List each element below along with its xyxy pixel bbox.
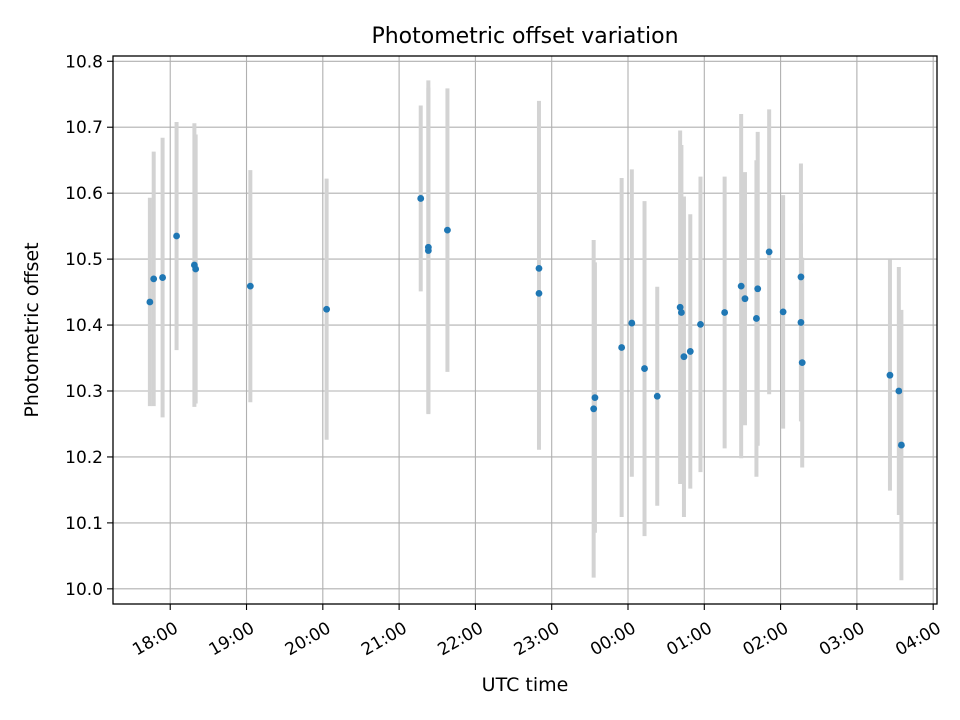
grid-lines — [113, 56, 937, 604]
y-tick-label: 10.0 — [65, 580, 103, 600]
data-point — [886, 371, 894, 379]
data-point — [765, 248, 773, 256]
y-tick-label: 10.2 — [65, 448, 103, 468]
data-point — [798, 359, 806, 367]
y-tick-label: 10.3 — [65, 382, 103, 402]
data-point — [535, 264, 543, 272]
data-point — [680, 353, 688, 361]
data-point — [591, 394, 599, 401]
data-point — [754, 285, 762, 293]
data-point — [797, 319, 805, 326]
data-point — [895, 387, 903, 395]
y-tick-label: 10.1 — [65, 514, 103, 534]
x-axis-label: UTC time — [482, 674, 569, 696]
data-point — [721, 309, 729, 316]
y-tick-label: 10.5 — [65, 250, 103, 270]
data-point — [897, 441, 905, 449]
data-point — [779, 308, 787, 316]
y-axis-label: Photometric offset — [21, 242, 43, 417]
data-point — [697, 320, 704, 328]
data-point — [150, 275, 158, 283]
data-point — [628, 319, 636, 327]
chart-title: Photometric offset variation — [371, 24, 678, 49]
data-point — [590, 405, 598, 413]
data-point — [444, 226, 451, 234]
data-point — [678, 309, 685, 316]
y-tick-label: 10.7 — [65, 118, 103, 138]
data-point — [641, 365, 648, 372]
data-point — [159, 274, 166, 281]
y-axis-ticks: 10.0 10.1 10.2 10.3 10.4 10.5 10.6 10.7 10.8 — [65, 52, 113, 600]
data-point — [323, 305, 331, 313]
data-points — [146, 195, 905, 449]
data-point — [424, 247, 432, 254]
plot-area-frame — [112, 55, 938, 605]
data-point — [618, 344, 626, 351]
data-point — [535, 290, 543, 297]
data-point — [741, 295, 749, 303]
data-point — [146, 298, 154, 306]
data-point — [686, 348, 694, 355]
data-point — [737, 282, 745, 290]
data-point — [417, 195, 425, 202]
y-tick-label: 10.6 — [65, 184, 103, 204]
data-point — [192, 265, 200, 273]
data-point — [797, 273, 805, 281]
data-point — [653, 392, 661, 400]
y-tick-label: 10.4 — [65, 316, 103, 336]
y-tick-label: 10.8 — [65, 52, 103, 72]
data-point — [753, 315, 760, 322]
data-point — [246, 282, 254, 290]
data-point — [173, 232, 180, 240]
data-point — [676, 303, 684, 311]
